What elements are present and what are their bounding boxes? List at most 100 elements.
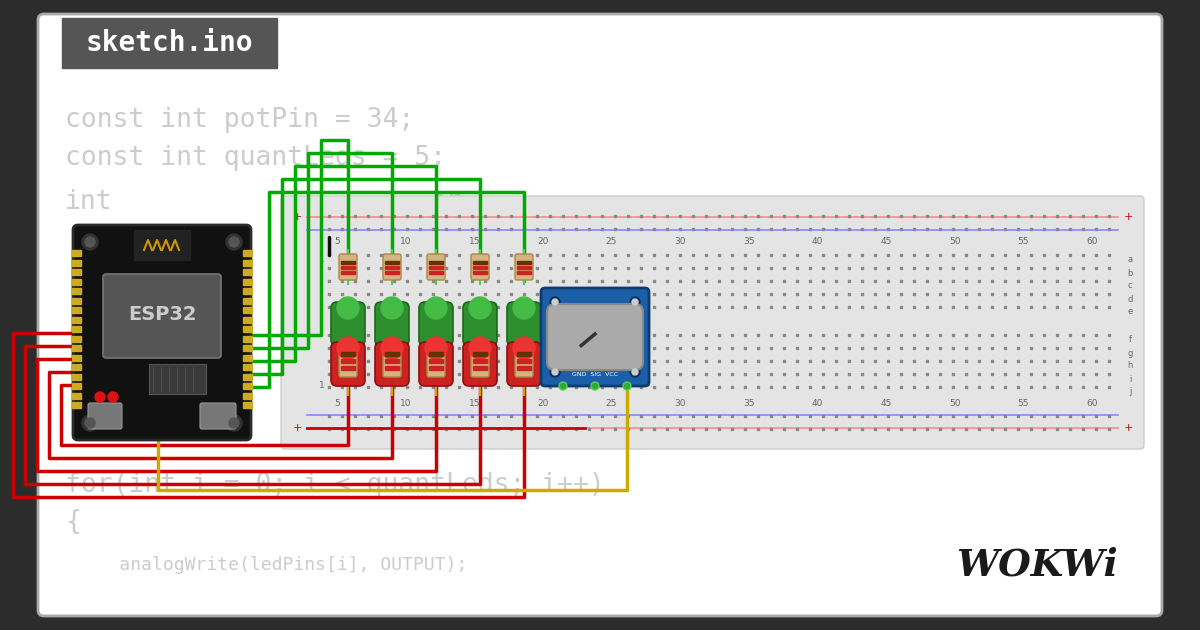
Text: 10: 10 — [400, 238, 412, 246]
Bar — [385, 271, 398, 274]
Circle shape — [552, 299, 558, 305]
Bar — [72, 250, 82, 256]
Text: e: e — [1127, 307, 1133, 316]
Bar — [517, 359, 530, 363]
Text: 1: 1 — [319, 381, 325, 389]
Circle shape — [630, 297, 640, 307]
Circle shape — [469, 297, 491, 319]
Text: b: b — [1127, 268, 1133, 277]
Circle shape — [85, 237, 95, 247]
FancyBboxPatch shape — [383, 254, 401, 280]
Bar — [242, 383, 252, 389]
Circle shape — [560, 384, 565, 389]
Text: {: { — [65, 509, 80, 535]
Circle shape — [95, 392, 106, 402]
Bar — [72, 383, 82, 389]
FancyBboxPatch shape — [547, 304, 643, 370]
Text: f: f — [1128, 336, 1132, 345]
FancyBboxPatch shape — [515, 254, 533, 280]
FancyBboxPatch shape — [374, 342, 409, 386]
Bar — [72, 392, 82, 399]
FancyBboxPatch shape — [427, 254, 445, 280]
Bar — [242, 269, 252, 275]
Circle shape — [514, 297, 535, 319]
Bar — [72, 355, 82, 360]
Circle shape — [337, 337, 359, 359]
Bar — [72, 269, 82, 275]
Circle shape — [425, 337, 446, 359]
Bar — [430, 359, 443, 363]
FancyBboxPatch shape — [340, 254, 358, 280]
Text: const int quantLeds = 5;: const int quantLeds = 5; — [65, 145, 446, 171]
Bar — [72, 345, 82, 351]
Text: 30: 30 — [674, 399, 686, 408]
Bar — [473, 366, 487, 370]
Circle shape — [559, 382, 568, 390]
Text: h: h — [1127, 362, 1133, 370]
Bar — [72, 260, 82, 265]
Circle shape — [226, 234, 242, 250]
Bar — [242, 364, 252, 370]
FancyBboxPatch shape — [374, 302, 409, 346]
Circle shape — [632, 299, 638, 305]
Bar — [430, 271, 443, 274]
Text: 1: 1 — [319, 256, 325, 265]
FancyBboxPatch shape — [38, 14, 1162, 616]
Text: +: + — [1123, 212, 1133, 222]
Text: er: er — [430, 189, 462, 215]
Text: 45: 45 — [881, 238, 892, 246]
Bar — [72, 316, 82, 323]
Circle shape — [623, 382, 631, 390]
Bar — [430, 352, 443, 356]
Text: analogWrite(ledPins[i], OUTPUT);: analogWrite(ledPins[i], OUTPUT); — [65, 556, 467, 574]
FancyBboxPatch shape — [340, 343, 358, 377]
FancyBboxPatch shape — [88, 403, 122, 429]
FancyBboxPatch shape — [419, 302, 454, 346]
Bar — [72, 288, 82, 294]
Text: for(int i = 0; i < quantLeds; i++): for(int i = 0; i < quantLeds; i++) — [65, 472, 605, 498]
Circle shape — [108, 392, 118, 402]
Text: 35: 35 — [743, 238, 755, 246]
Circle shape — [624, 384, 630, 389]
FancyBboxPatch shape — [470, 343, 490, 377]
Bar — [341, 359, 355, 363]
Text: 35: 35 — [743, 399, 755, 408]
FancyBboxPatch shape — [463, 342, 497, 386]
FancyBboxPatch shape — [463, 302, 497, 346]
Bar — [473, 271, 487, 274]
Circle shape — [514, 337, 535, 359]
FancyBboxPatch shape — [149, 364, 206, 394]
Bar — [517, 352, 530, 356]
Circle shape — [592, 382, 599, 390]
FancyBboxPatch shape — [508, 342, 541, 386]
Bar — [341, 271, 355, 274]
Bar — [473, 359, 487, 363]
Circle shape — [82, 234, 98, 250]
FancyBboxPatch shape — [331, 302, 365, 346]
Circle shape — [550, 297, 560, 307]
Bar — [385, 261, 398, 264]
Circle shape — [382, 337, 403, 359]
Text: d: d — [1127, 294, 1133, 304]
Circle shape — [85, 418, 95, 428]
Text: i: i — [1129, 374, 1132, 384]
Bar — [242, 355, 252, 360]
Bar — [341, 261, 355, 264]
Bar — [72, 297, 82, 304]
Bar — [242, 250, 252, 256]
Bar — [242, 260, 252, 265]
Text: 20: 20 — [538, 399, 548, 408]
Bar — [242, 345, 252, 351]
Circle shape — [469, 337, 491, 359]
Text: 25: 25 — [606, 399, 617, 408]
Text: 5: 5 — [334, 238, 340, 246]
FancyBboxPatch shape — [73, 225, 251, 440]
Bar — [517, 261, 530, 264]
Text: GND  SIG  VCC: GND SIG VCC — [572, 372, 618, 377]
Bar — [72, 402, 82, 408]
Bar — [72, 326, 82, 332]
Text: 60: 60 — [1086, 399, 1098, 408]
Bar — [242, 402, 252, 408]
FancyBboxPatch shape — [281, 196, 1144, 449]
Bar — [242, 297, 252, 304]
